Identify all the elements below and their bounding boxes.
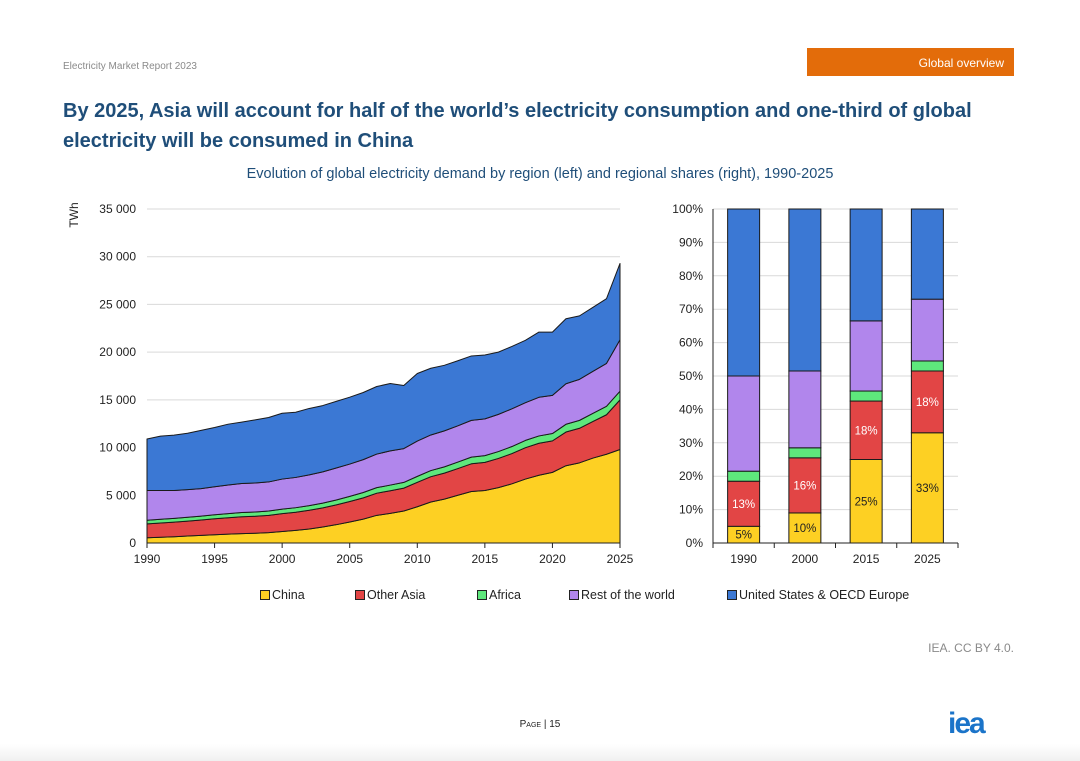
legend-label-us-oecd-europe: United States & OECD Europe (739, 588, 910, 602)
bar-data-label: 25% (855, 496, 878, 508)
legend-swatch-africa (477, 590, 487, 600)
area-x-tick-label: 1995 (201, 552, 228, 566)
bar-segment-rest-of-the-world (788, 370, 822, 449)
bar-x-tick-label: 2015 (853, 552, 880, 566)
bar-y-tick-label: 90% (679, 235, 703, 249)
bar-segment-rest-of-the-world (727, 375, 761, 472)
area-y-tick-label: 30 000 (99, 250, 136, 264)
bar-data-label: 5% (735, 530, 752, 542)
bar-x-tick-label: 1990 (730, 552, 757, 566)
area-x-tick-label: 2015 (472, 552, 499, 566)
legend-swatch-us-oecd-europe (727, 590, 737, 600)
bar-segment-other-asia (727, 480, 761, 527)
area-x-tick-label: 1990 (134, 552, 161, 566)
bar-segment-rest-of-the-world (910, 298, 944, 362)
bar-segment-united-states-and-oecd-europe (727, 208, 761, 377)
bar-y-tick-label: 70% (679, 302, 703, 316)
bar-segment-other-asia (910, 370, 944, 434)
area-y-tick-label: 15 000 (99, 393, 136, 407)
area-x-tick-label: 2005 (336, 552, 363, 566)
area-series-united-states-and-oecd-europe (146, 262, 621, 492)
bar-data-label: 18% (916, 397, 939, 409)
area-y-tick-label: 5 000 (106, 488, 136, 502)
bar-segment-other-asia (849, 400, 883, 460)
legend-swatch-rest-of-world (569, 590, 579, 600)
section-tag: Global overview (807, 48, 1014, 76)
area-x-tick-label: 2010 (404, 552, 431, 566)
page-number: Page | 15 (0, 719, 1080, 730)
legend-swatch-china (260, 590, 270, 600)
bar-data-label: 10% (793, 523, 816, 535)
bar-segment-africa (727, 470, 761, 482)
chart-legend: China Other Asia Africa Rest of the worl… (0, 588, 1080, 604)
source-credit: IEA. CC BY 4.0. (928, 641, 1014, 655)
bar-data-label: 13% (732, 499, 755, 511)
bar-y-tick-label: 40% (679, 402, 703, 416)
area-y-tick-label: 10 000 (99, 441, 136, 455)
page-separator: | (541, 719, 550, 730)
area-y-tick-label: 20 000 (99, 345, 136, 359)
bar-segment-united-states-and-oecd-europe (788, 208, 822, 372)
legend-item-china: China (260, 588, 305, 602)
legend-label-africa: Africa (489, 588, 521, 602)
area-y-axis-label: TWh (67, 202, 81, 227)
legend-item-other-asia: Other Asia (355, 588, 425, 602)
report-label: Electricity Market Report 2023 (63, 61, 197, 72)
bar-segment-africa (788, 447, 822, 459)
page-word: Page (519, 719, 542, 730)
area-y-tick-label: 25 000 (99, 297, 136, 311)
bar-y-tick-label: 20% (679, 469, 703, 483)
bar-y-tick-label: 0% (686, 536, 704, 550)
bar-y-tick-label: 50% (679, 369, 703, 383)
area-x-tick-label: 2025 (607, 552, 634, 566)
legend-item-us-oecd-europe: United States & OECD Europe (727, 588, 909, 602)
bar-x-tick-label: 2025 (914, 552, 941, 566)
bar-y-tick-label: 80% (679, 269, 703, 283)
bar-segment-united-states-and-oecd-europe (910, 208, 944, 300)
page-title: By 2025, Asia will account for half of t… (63, 100, 972, 152)
bottom-band (0, 744, 1080, 761)
bar-y-tick-label: 30% (679, 436, 703, 450)
bar-y-tick-label: 100% (672, 202, 703, 216)
area-x-tick-label: 2020 (539, 552, 566, 566)
bar-data-label: 33% (916, 483, 939, 495)
area-x-tick-label: 2000 (269, 552, 296, 566)
bar-x-tick-label: 2000 (792, 552, 819, 566)
bar-y-tick-label: 60% (679, 336, 703, 350)
area-y-tick-label: 0 (129, 536, 136, 550)
legend-swatch-other-asia (355, 590, 365, 600)
legend-label-other-asia: Other Asia (367, 588, 426, 602)
bar-y-tick-label: 10% (679, 503, 703, 517)
bar-segment-africa (910, 360, 944, 372)
area-y-tick-label: 35 000 (99, 202, 136, 216)
bar-data-label: 18% (855, 425, 878, 437)
bar-segment-rest-of-the-world (849, 320, 883, 392)
legend-item-africa: Africa (477, 588, 521, 602)
bar-data-label: 16% (793, 480, 816, 492)
legend-label-rest-of-world: Rest of the world (581, 588, 675, 602)
bar-segment-africa (849, 390, 883, 402)
bar-segment-united-states-and-oecd-europe (849, 208, 883, 322)
legend-item-rest-of-world: Rest of the world (569, 588, 675, 602)
page-number-value: 15 (549, 719, 561, 730)
legend-label-china: China (272, 588, 305, 602)
bar-segment-china (910, 432, 944, 544)
chart-title: Evolution of global electricity demand b… (246, 166, 834, 182)
iea-logo: iea (948, 707, 986, 740)
